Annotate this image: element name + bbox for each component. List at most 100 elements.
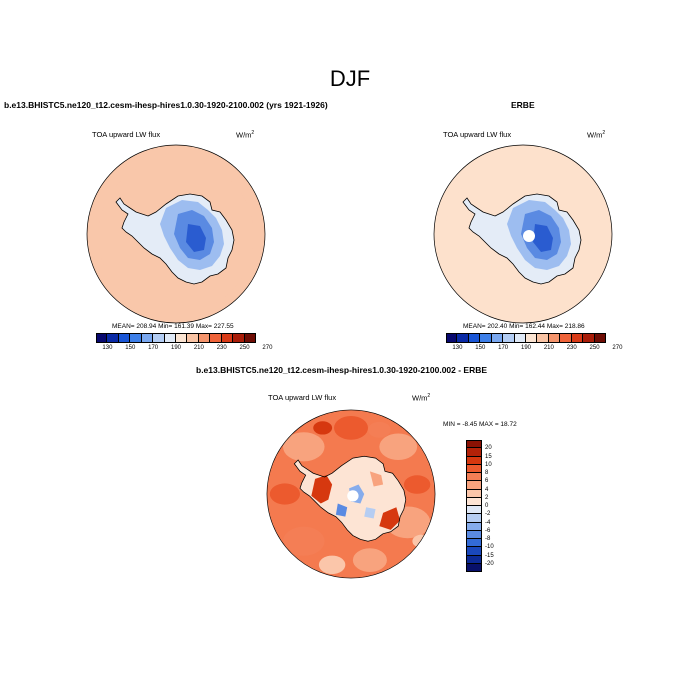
map-border (266, 409, 436, 579)
panel-1-colorbar-frame (96, 333, 256, 343)
panel-3-colorbar-cell (466, 489, 482, 498)
panel-3-colorbar-cell (466, 481, 482, 490)
panel-1-colorbar-cell (187, 333, 199, 343)
panel-2-colorbar-cell (468, 333, 481, 343)
map-border (86, 144, 266, 324)
panel-1-colorbar: 130 150 170 190 210 230 250 270 (96, 333, 272, 351)
panel-1-colorbar-tick-label: 230 (216, 345, 227, 351)
panel-3-colorbar-cell (466, 456, 482, 465)
panel-1-colorbar-tick-label: 170 (148, 345, 159, 351)
panel-1-stats: MEAN= 208.94 Min= 161.39 Max= 227.55 (112, 323, 234, 330)
anomaly-patch (283, 526, 325, 556)
anomaly-patch (412, 534, 432, 548)
panel-3-colorbar-cell (466, 514, 482, 523)
panel-2-colorbar-tick-label: 150 (475, 345, 486, 351)
panel-3-units: W/m2 (412, 393, 431, 403)
panel-1-variable: TOA upward LW flux (92, 130, 161, 139)
panel-1-colorbar-cell (210, 333, 222, 343)
panel-3-colorbar: 20 15 10 8 6 4 2 0 -2 -4 -6 -8 -10 -15 -20 (466, 440, 494, 572)
missing-data-pole (523, 230, 535, 242)
panel-1-colorbar-cell (107, 333, 119, 343)
panel-1-colorbar-tick-label: 210 (193, 345, 204, 351)
panel-1-colorbar-cell (153, 333, 165, 343)
panel-2-colorbar-cell (583, 333, 595, 343)
panel-3-colorbar-tick-label: 15 (485, 453, 492, 460)
panel-2-polar-map (433, 144, 613, 324)
panel-3-colorbar-tick-label: 20 (485, 445, 492, 452)
panel-2-colorbar-cell (537, 333, 549, 343)
panel-2-colorbar-cell (503, 333, 515, 343)
panel-3-colorbar-tick-label: -20 (485, 560, 494, 567)
anomaly-patch (364, 507, 376, 519)
panel-3-colorbar-tick-label: 8 (485, 470, 489, 476)
panel-3-colorbar-cell (466, 555, 482, 564)
panel-2-units: W/m2 (587, 130, 606, 140)
panel-3-colorbar-tick-label: -2 (485, 511, 491, 518)
panel-2-colorbar-frame (446, 333, 606, 343)
panel-2-colorbar-cell (480, 333, 492, 343)
panel-2-colorbar-tick-label: 130 (452, 345, 463, 351)
panel-1-colorbar-cell (176, 333, 188, 343)
contour-band (533, 224, 553, 252)
panel-3-colorbar-cell (466, 539, 482, 548)
panel-2-colorbar-cell (526, 333, 538, 343)
panel-1-colorbar-cell (96, 333, 108, 343)
panel-2-colorbar-tick-label: 250 (589, 345, 600, 351)
panel-3-colorbar-cell (466, 497, 482, 506)
panel-2-colorbar-tick-label: 270 (612, 345, 623, 351)
panel-1-colorbar-cell (221, 333, 234, 343)
panel-1-colorbar-cell (233, 333, 245, 343)
panel-3-polar-map (266, 409, 436, 579)
panel-1-colorbar-tick-label: 270 (262, 345, 273, 351)
panel-2-colorbar-tick-label: 210 (543, 345, 554, 351)
panel-1-colorbar-cell (198, 333, 211, 343)
anomaly-patch (379, 433, 418, 460)
panel-2-stats: MEAN= 202.40 Min= 162.44 Max= 218.86 (463, 323, 585, 330)
panel-2-title: ERBE (511, 100, 535, 110)
contour-band (186, 224, 206, 252)
panel-2-colorbar-tick-label: 230 (566, 345, 577, 351)
anomaly-patch (368, 421, 391, 438)
missing-data-pole (347, 490, 359, 502)
panel-2-colorbar-cell (560, 333, 572, 343)
panel-3-colorbar-tick-label: -10 (485, 544, 494, 551)
anomaly-patch (352, 548, 387, 573)
panel-3-variable: TOA upward LW flux (268, 393, 337, 402)
panel-1-colorbar-tick-label: 150 (125, 345, 136, 351)
panel-1-polar-map (86, 144, 266, 324)
panel-3-colorbar-tick-label: 10 (485, 461, 492, 468)
panel-3-colorbar-cell (466, 522, 482, 531)
panel-2-variable: TOA upward LW flux (443, 130, 512, 139)
panel-3-colorbar-tick-label: -8 (485, 536, 491, 542)
panel-2-colorbar-cell (491, 333, 504, 343)
coastline (115, 193, 235, 285)
anomaly-patch (311, 475, 333, 504)
panel-3-colorbar-tick-label: 0 (485, 503, 489, 509)
panel-3-colorbar-tick-label: -15 (485, 552, 494, 559)
panel-2-colorbar: 130 150 170 190 210 230 250 270 (446, 333, 622, 351)
anomaly-patch (269, 483, 300, 505)
anomaly-patch (334, 415, 368, 440)
panel-2-colorbar-tick-label: 190 (520, 345, 532, 351)
panel-2-colorbar-tick-label: 170 (498, 345, 509, 351)
panel-3-colorbar-cell (466, 464, 482, 473)
panel-2-colorbar-cell (571, 333, 584, 343)
panel-3-colorbar-tick-label: -6 (485, 527, 491, 534)
panel-3-title: b.e13.BHISTC5.ne120_t12.cesm-ihesp-hires… (196, 365, 488, 375)
panel-3-colorbar-cell (466, 506, 482, 515)
panel-1-colorbar-cell (164, 333, 176, 343)
panel-2-colorbar-cell (446, 333, 458, 343)
anomaly-patch (369, 471, 384, 487)
panel-1-colorbar-cell (141, 333, 154, 343)
panel-1-colorbar-tick-label: 130 (102, 345, 113, 351)
anomaly-patch (318, 555, 346, 575)
panel-3-colorbar-cell (466, 530, 482, 539)
panel-3-colorbar-tick-label: 4 (485, 486, 489, 493)
panel-2-colorbar-cell (548, 333, 561, 343)
anomaly-patch (283, 432, 325, 462)
panel-1-title: b.e13.BHISTC5.ne120_t12.cesm-ihesp-hires… (4, 100, 328, 110)
panel-3-colorbar-tick-label: 6 (485, 478, 489, 485)
panel-3-stats: MIN = -8.45 MAX = 18.72 (443, 421, 517, 428)
panel-2-colorbar-cell (457, 333, 469, 343)
anomaly-patch (313, 421, 333, 435)
